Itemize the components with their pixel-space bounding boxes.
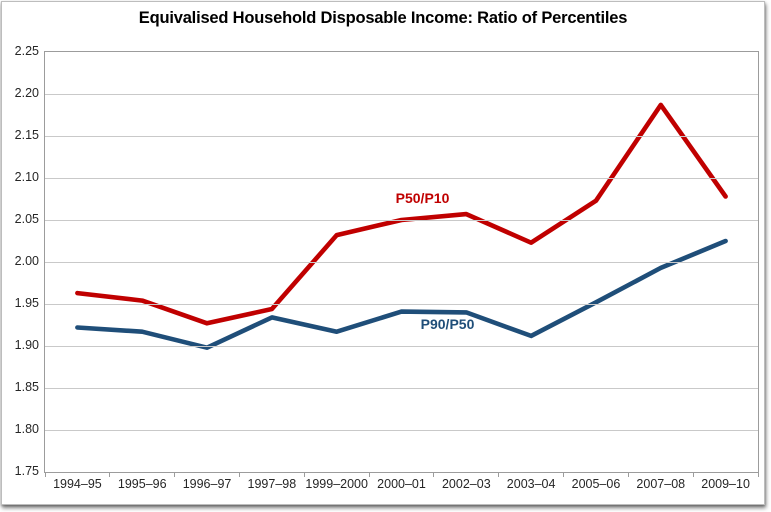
y-tick-label: 1.80 (14, 422, 39, 436)
x-tick-label: 1996–97 (182, 477, 232, 491)
x-tick-mark (692, 473, 694, 477)
gridline (45, 388, 758, 389)
y-tick-label: 1.85 (14, 380, 39, 394)
gridline (45, 304, 758, 305)
y-tick-label: 2.20 (14, 86, 39, 100)
x-tick-label: 1999–2000 (305, 477, 368, 491)
x-tick-label: 2002–03 (441, 477, 491, 491)
y-tick-label: 2.25 (14, 44, 39, 58)
x-tick-mark (44, 473, 46, 477)
series-label-p90-p50: P90/P50 (420, 315, 475, 332)
x-tick-label: 2000–01 (377, 477, 426, 491)
series-line (75, 102, 728, 326)
plot-area: P50/P10 P90/P50 (44, 51, 759, 477)
gridline (45, 94, 758, 95)
gridline (45, 136, 758, 137)
series-line (75, 238, 728, 351)
y-tick-label: 1.95 (14, 296, 39, 310)
x-tick-mark (368, 473, 370, 477)
x-tick-label: 2009–10 (701, 477, 750, 491)
chart-title: Equivalised Household Disposable Income:… (138, 9, 628, 27)
x-tick-mark (757, 473, 759, 477)
x-tick-mark (238, 473, 240, 477)
y-tick-label: 2.15 (14, 128, 39, 142)
gridline (45, 430, 758, 431)
y-tick-label: 1.75 (14, 464, 39, 478)
x-tick-mark (174, 473, 176, 477)
y-tick-label: 1.90 (14, 338, 39, 352)
gridline (45, 346, 758, 347)
x-tick-label: 1997–98 (247, 477, 297, 491)
y-tick-label: 2.05 (14, 212, 39, 226)
y-tick-label: 2.10 (14, 170, 39, 184)
x-tick-label: 2003–04 (506, 477, 556, 491)
x-tick-mark (109, 473, 111, 477)
gridline (45, 220, 758, 221)
x-tick-mark (627, 473, 629, 477)
gridline (45, 262, 758, 263)
x-tick-mark (563, 473, 565, 477)
x-tick-label: 2007–08 (636, 477, 686, 491)
x-tick-label: 1995–96 (117, 477, 167, 491)
series-label-p50-p10: P50/P10 (395, 190, 450, 206)
chart-frame: Equivalised Household Disposable Income:… (1, 1, 765, 505)
x-tick-mark (433, 473, 435, 477)
y-tick-label: 2.00 (14, 254, 39, 268)
x-tick-mark (498, 473, 500, 477)
x-tick-label: 2005–06 (571, 477, 621, 491)
x-tick-mark (303, 473, 305, 477)
x-tick-label: 1994–95 (53, 477, 102, 491)
gridline (45, 178, 758, 179)
